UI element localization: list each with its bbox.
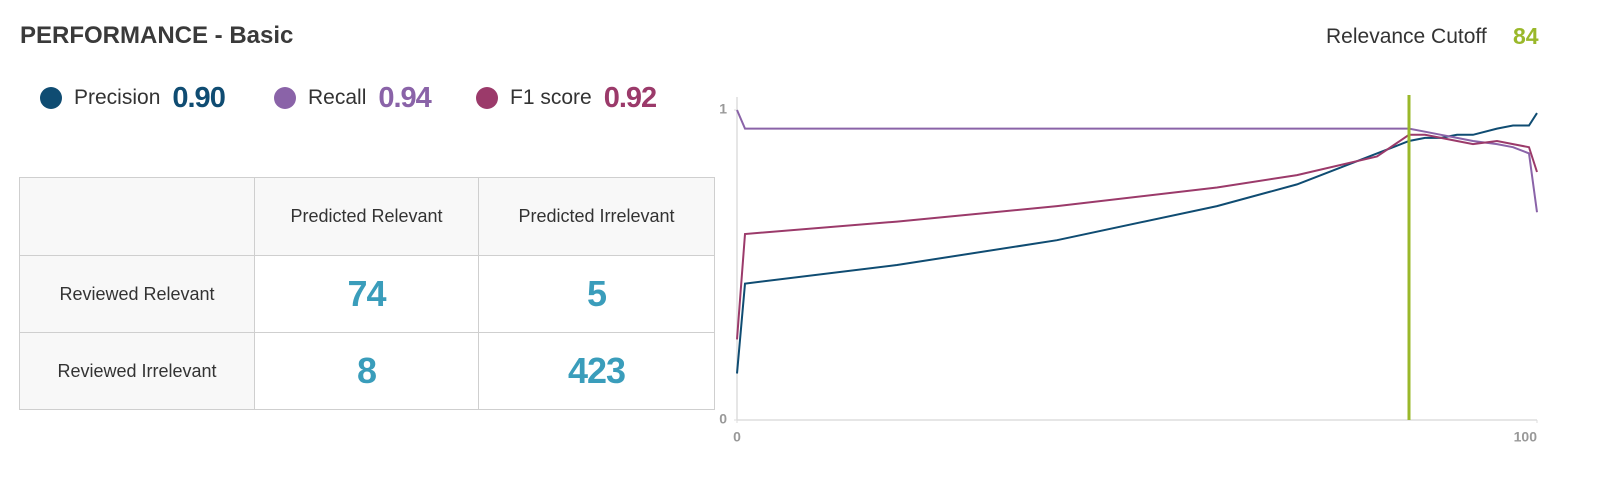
cutoff-label: Relevance Cutoff bbox=[1326, 25, 1487, 48]
confusion-matrix: Predicted Relevant Predicted Irrelevant … bbox=[19, 177, 715, 410]
count-cell: 74 bbox=[254, 255, 479, 333]
legend-item: Recall 0.94 bbox=[274, 81, 432, 114]
score-value: 0.92 bbox=[603, 81, 657, 114]
count-cell: 423 bbox=[478, 332, 715, 410]
count-cell: 8 bbox=[254, 332, 479, 410]
legend-swatch bbox=[40, 87, 62, 109]
y-tick-label: 0 bbox=[719, 411, 727, 427]
score-value: 0.94 bbox=[378, 81, 431, 114]
score-value: 0.90 bbox=[172, 81, 225, 114]
count-cell: 5 bbox=[478, 255, 715, 333]
panel-title: PERFORMANCE - Basic bbox=[20, 22, 294, 49]
legend-swatch bbox=[476, 87, 498, 109]
legend-label: Precision bbox=[74, 86, 161, 109]
cutoff-value: 84 bbox=[1513, 23, 1539, 49]
row-header: Reviewed Irrelevant bbox=[19, 332, 255, 410]
row-header: Reviewed Relevant bbox=[19, 255, 255, 333]
legend-item: F1 score 0.92 bbox=[476, 81, 657, 114]
series-line bbox=[736, 109, 1538, 213]
series-line bbox=[736, 112, 1538, 374]
legend-label: Recall bbox=[308, 86, 367, 109]
x-tick-label: 0 bbox=[733, 429, 741, 445]
x-tick-label: 100 bbox=[1514, 429, 1538, 445]
legend-label: F1 score bbox=[510, 86, 592, 109]
legend-item: Precision 0.90 bbox=[40, 81, 226, 114]
y-tick-label: 1 bbox=[719, 101, 727, 117]
legend-swatch bbox=[274, 87, 296, 109]
series-line bbox=[736, 133, 1538, 340]
